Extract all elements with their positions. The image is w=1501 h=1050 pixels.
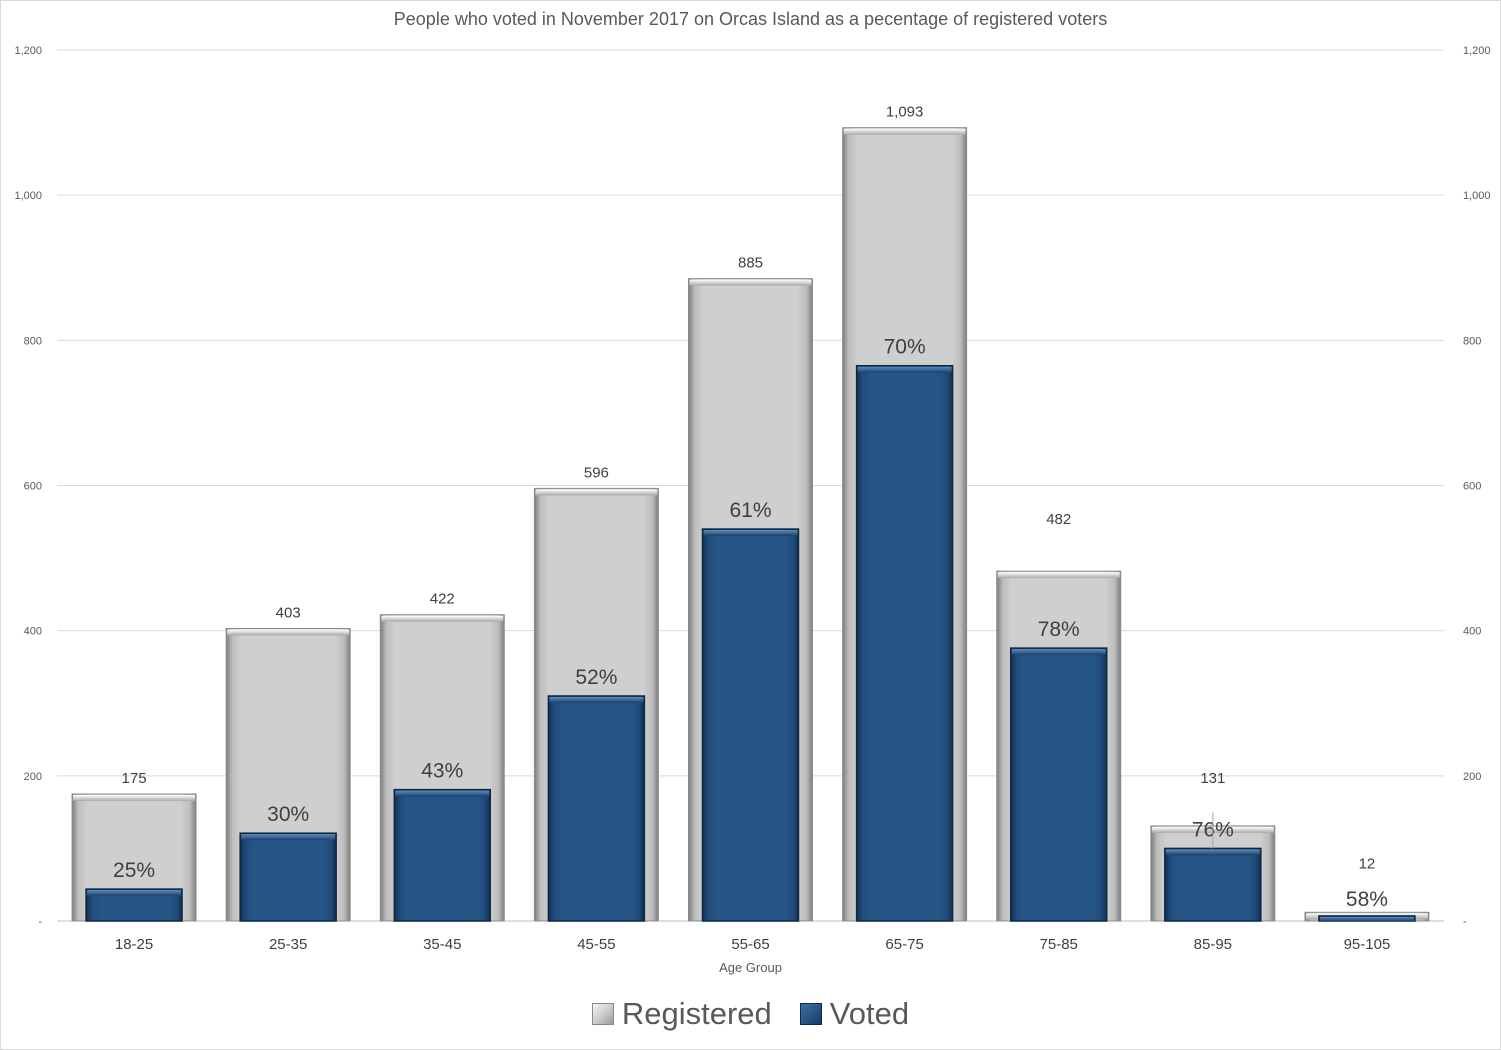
data-label-registered: 596 <box>584 464 609 481</box>
data-label-registered: 885 <box>738 255 763 272</box>
bar-voted-bevel <box>703 530 798 537</box>
bar-registered-bevel <box>381 615 504 622</box>
bar-voted-bevel <box>857 366 952 373</box>
data-label-voted: 52% <box>575 666 617 689</box>
x-tick-label: 45-55 <box>577 936 615 953</box>
data-label-registered: 131 <box>1200 770 1225 787</box>
y-tick-label-right: 1,200 <box>1463 45 1491 57</box>
y-tick-label-right: 200 <box>1463 771 1481 783</box>
data-label-voted: 58% <box>1346 888 1388 911</box>
legend-item-voted: Voted <box>799 996 910 1032</box>
legend-swatch-voted <box>799 1003 822 1025</box>
data-label-registered: 175 <box>122 770 147 787</box>
y-tick-label-left: 1,200 <box>14 45 42 57</box>
bar-voted-bevel <box>549 696 644 703</box>
bar-voted-bevel <box>1011 649 1106 656</box>
bar-voted-bevel <box>241 834 336 841</box>
y-tick-label-left: 400 <box>24 626 42 638</box>
bar-registered-bevel <box>535 489 658 496</box>
bar-voted-bevel <box>1165 849 1260 856</box>
chart-title: People who voted in November 2017 on Orc… <box>393 9 1108 29</box>
bar-voted <box>1164 847 1262 922</box>
legend-swatch-registered <box>591 1003 614 1025</box>
data-label-voted: 25% <box>113 859 155 882</box>
data-label-voted: 30% <box>267 803 309 826</box>
x-tick-label: 95-105 <box>1344 936 1391 953</box>
y-tick-label-left: 1,000 <box>14 190 42 202</box>
x-tick-label: 18-25 <box>115 936 153 953</box>
bar-registered-bevel <box>843 128 966 135</box>
x-tick-label: 65-75 <box>885 936 923 953</box>
data-label-voted: 70% <box>884 336 926 359</box>
y-tick-label-right: 400 <box>1463 626 1481 638</box>
bar-voted <box>547 695 646 922</box>
data-label-voted: 78% <box>1038 618 1080 641</box>
data-label-voted: 43% <box>421 760 463 783</box>
legend-label-voted: Voted <box>829 996 910 1031</box>
bar-registered-bevel <box>689 279 812 286</box>
data-label-voted: 61% <box>729 499 771 522</box>
y-tick-label-left: - <box>38 916 42 928</box>
x-tick-label: 85-95 <box>1194 936 1232 953</box>
bar-registered-bevel <box>227 629 350 636</box>
x-axis-title: Age Group <box>719 960 782 975</box>
bar-voted <box>855 364 954 922</box>
bar-voted-bevel <box>87 890 182 897</box>
bar-registered-bevel <box>997 572 1120 579</box>
bar-voted-bevel <box>1319 916 1414 921</box>
x-tick-label: 75-85 <box>1040 936 1078 953</box>
y-tick-label-right: 800 <box>1463 335 1481 347</box>
y-tick-label-right: 600 <box>1463 481 1481 493</box>
legend-item-registered: Registered <box>591 996 772 1032</box>
y-tick-label-right: - <box>1463 916 1467 928</box>
bar-registered-bevel <box>73 794 196 801</box>
data-label-registered: 482 <box>1046 511 1071 528</box>
y-tick-label-left: 200 <box>24 771 42 783</box>
y-tick-label-left: 800 <box>24 335 42 347</box>
data-label-registered: 12 <box>1359 855 1376 872</box>
x-tick-label: 35-45 <box>423 936 461 953</box>
legend-label-registered: Registered <box>621 996 772 1031</box>
x-tick-label: 25-35 <box>269 936 307 953</box>
y-tick-label-left: 600 <box>24 481 42 493</box>
x-tick-label: 55-65 <box>731 936 769 953</box>
bar-voted <box>701 528 800 922</box>
bar-voted <box>393 788 492 922</box>
data-label-registered: 422 <box>430 591 455 608</box>
y-tick-label-right: 1,000 <box>1463 190 1491 202</box>
chart-legend: Registered Voted <box>0 996 1501 1032</box>
bar-voted <box>239 832 337 922</box>
bar-voted-bevel <box>395 790 490 797</box>
data-label-registered: 1,093 <box>886 104 924 121</box>
bar-voted <box>1009 647 1108 922</box>
data-label-registered: 403 <box>276 604 301 621</box>
